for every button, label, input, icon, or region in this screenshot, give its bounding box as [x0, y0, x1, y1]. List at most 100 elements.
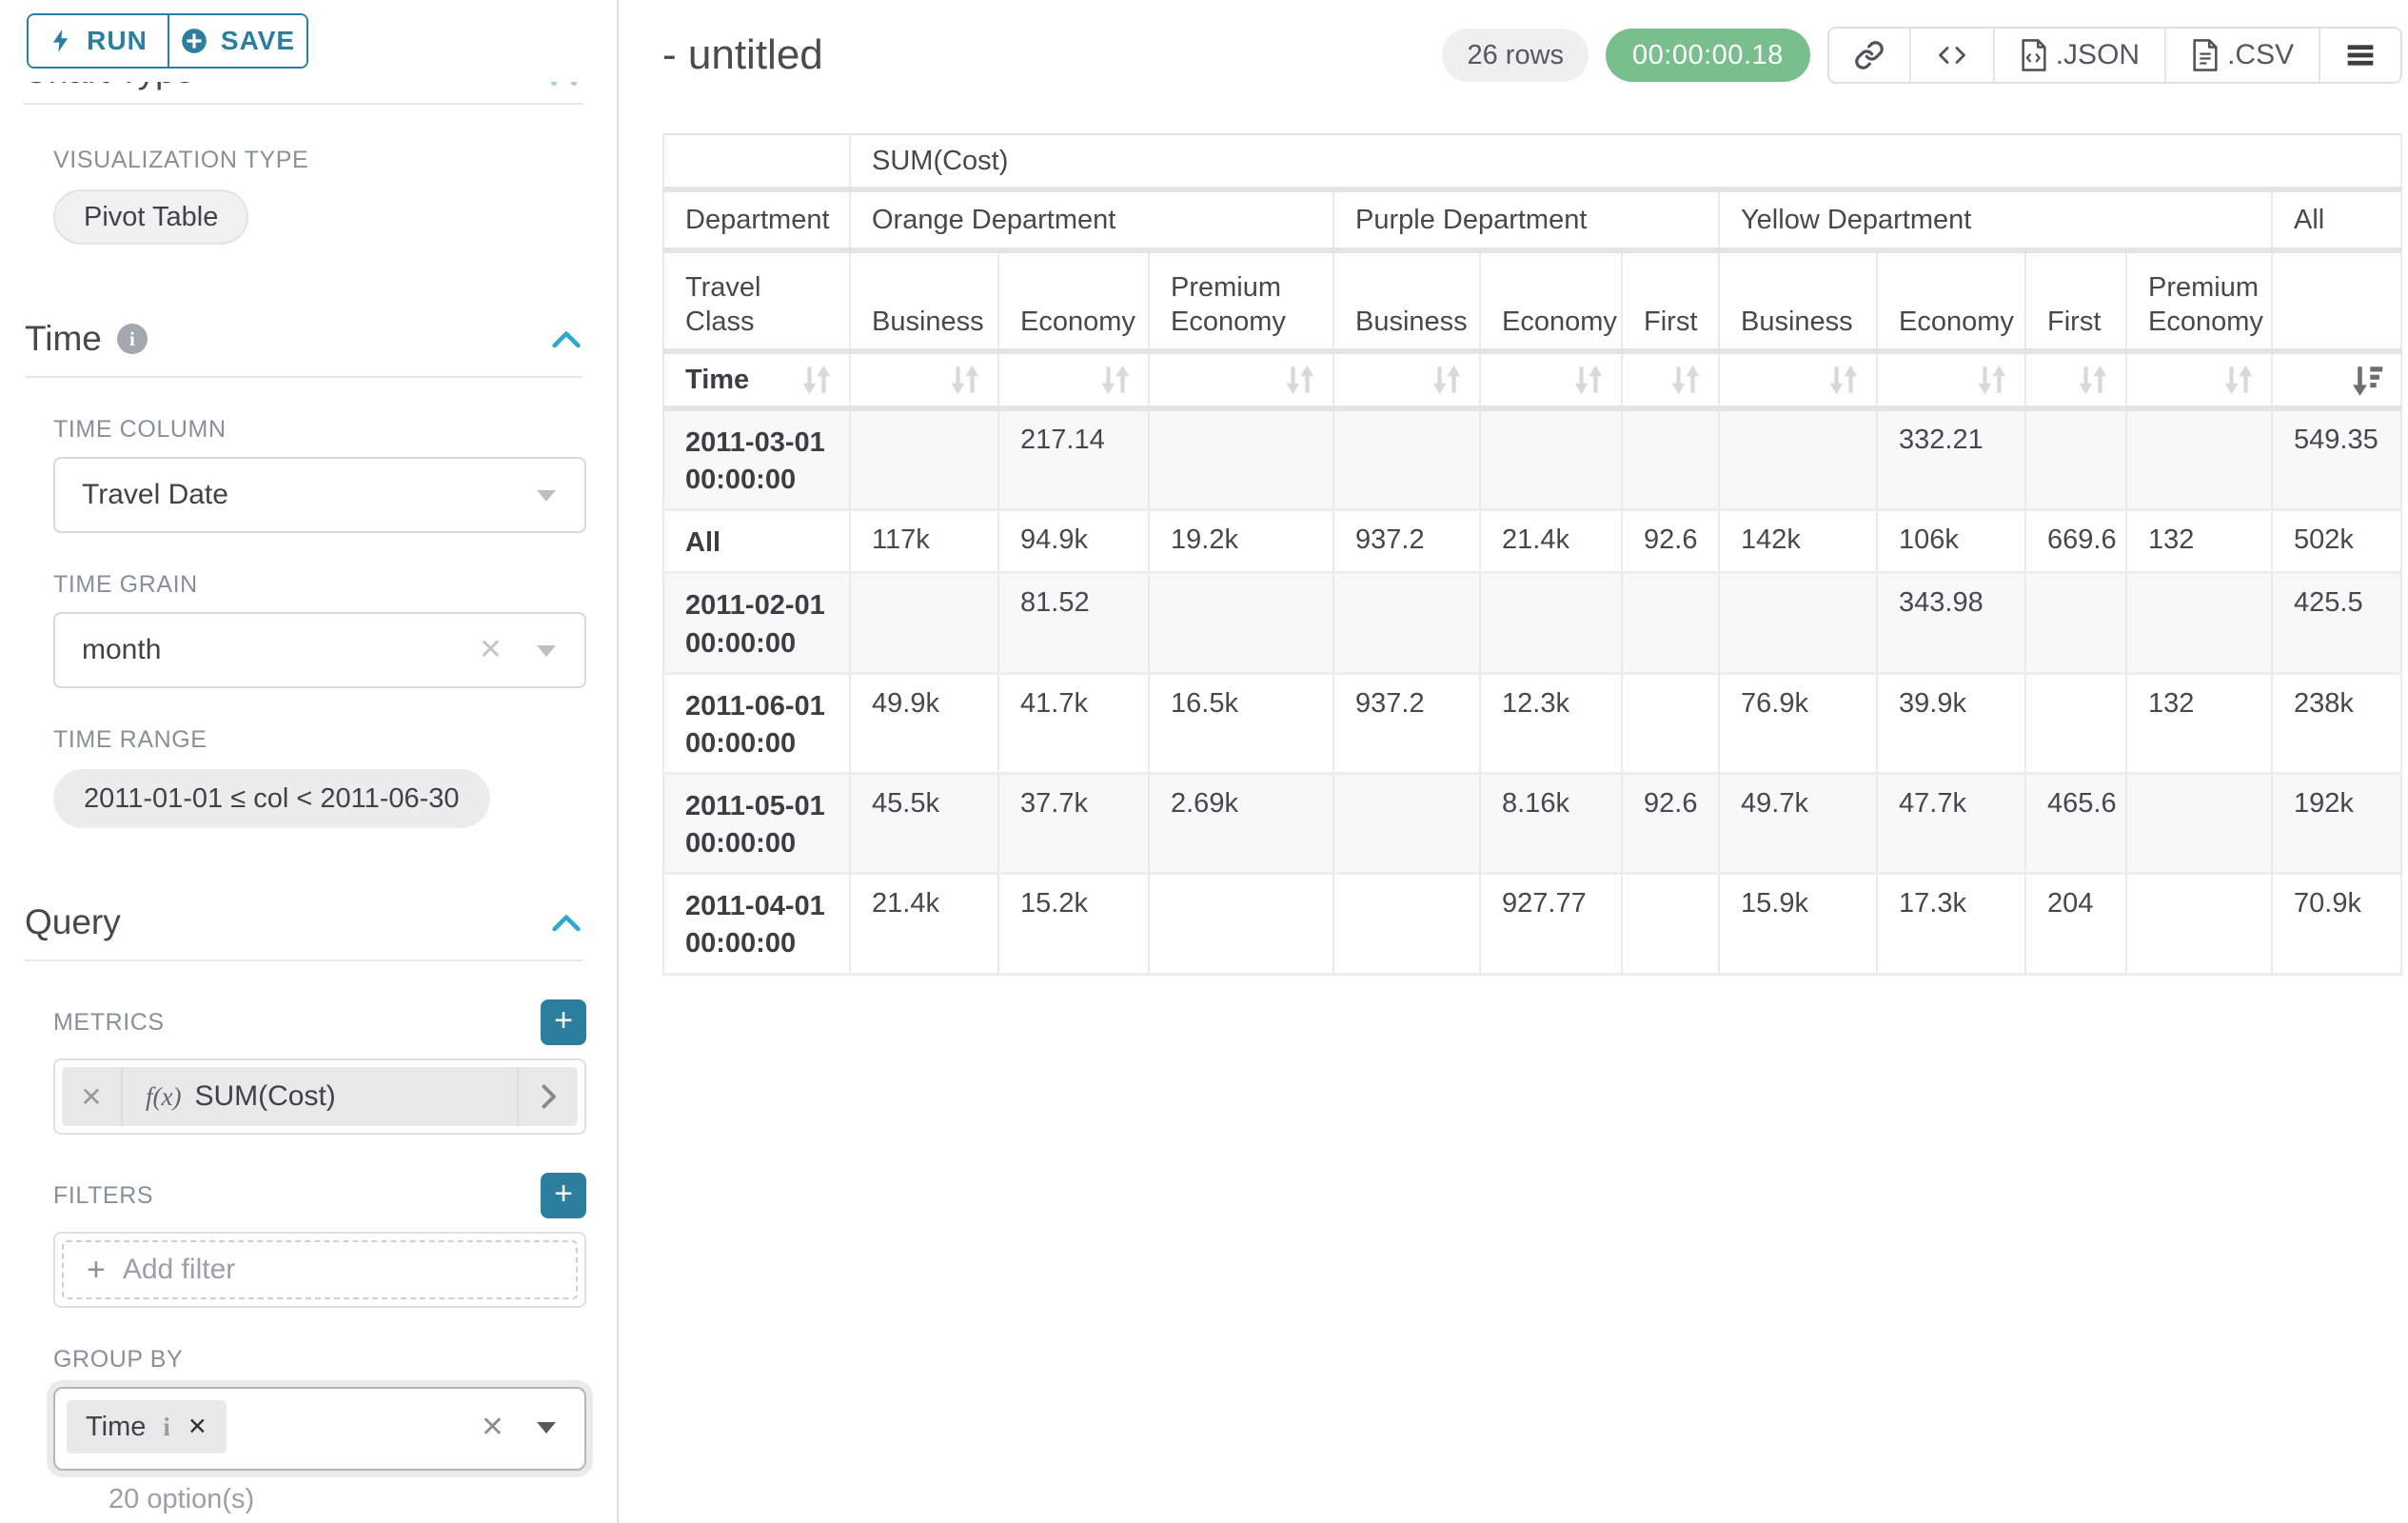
data-cell: 15.2k [997, 873, 1150, 975]
sort-icon[interactable] [1977, 364, 2007, 396]
control-panel: RUN SAVE Chart Type VISUALIZATION TYPE P… [0, 0, 619, 1523]
metric-header-row: SUM(Cost) [662, 134, 2403, 189]
data-cell: 92.6 [1621, 509, 1720, 573]
data-cell: 502k [2270, 509, 2403, 573]
department-header-row: Department Orange Department Purple Depart… [662, 189, 2403, 250]
data-cell [1621, 572, 1720, 674]
time-grain-label: TIME GRAIN [53, 571, 198, 598]
sort-icon[interactable] [1431, 364, 1462, 396]
column-header: First [2024, 250, 2127, 351]
data-cell [1718, 408, 1878, 510]
divider [25, 376, 582, 378]
row-header-cell: 2011-02-01 00:00:00 [662, 572, 851, 674]
data-cell [2125, 873, 2273, 975]
chevron-right-icon[interactable] [517, 1067, 578, 1126]
plus-icon: + [87, 1251, 106, 1288]
sort-icon[interactable] [801, 364, 832, 396]
data-cell: 192k [2270, 773, 2403, 874]
copy-link-button[interactable] [1828, 29, 1911, 82]
info-icon[interactable]: i [116, 324, 148, 354]
data-cell [1621, 873, 1720, 975]
sort-header-cell [1148, 351, 1334, 408]
divider [25, 959, 582, 961]
data-cell [1332, 773, 1481, 874]
sort-icon[interactable] [950, 364, 980, 396]
sort-icon[interactable] [1285, 364, 1315, 396]
data-cell: 21.4k [849, 873, 999, 975]
add-filter-button[interactable]: + [541, 1173, 586, 1218]
department-dim-label: Department [662, 189, 851, 250]
sort-icon[interactable] [1573, 364, 1604, 396]
panel-resize-handle[interactable] [551, 80, 577, 86]
run-button[interactable]: RUN [29, 15, 168, 67]
data-cell [2024, 408, 2127, 510]
data-cell [2024, 572, 2127, 674]
time-column-select[interactable]: Travel Date [53, 457, 586, 533]
column-header: Premium Economy [1148, 250, 1334, 351]
add-filter-dropzone[interactable]: + Add filter [62, 1240, 578, 1299]
data-cell: 117k [849, 509, 999, 573]
caret-down-icon [537, 490, 556, 502]
data-cell: 142k [1718, 509, 1878, 573]
data-cell: 217.14 [997, 408, 1150, 510]
data-cell: 92.6 [1621, 773, 1720, 874]
fx-icon: f(x) [146, 1081, 182, 1111]
data-cell [1148, 572, 1334, 674]
data-cell: 37.7k [997, 773, 1150, 874]
data-cell: 16.5k [1148, 673, 1334, 774]
data-cell: 70.9k [2270, 873, 2403, 975]
sort-header-cell [1332, 351, 1481, 408]
export-csv-button[interactable]: .CSV [2166, 29, 2321, 82]
table-row: 2011-03-01 00:00:00 217.14 332.21 549.35 [662, 408, 2403, 510]
chevron-up-icon[interactable] [550, 327, 582, 350]
metrics-label: METRICS [53, 1008, 165, 1036]
sort-icon[interactable] [1828, 364, 1859, 396]
sort-header-row: Time [662, 351, 2403, 408]
column-header: Business [849, 250, 999, 351]
column-header: Economy [997, 250, 1150, 351]
add-metric-button[interactable]: + [541, 999, 586, 1045]
group-by-tag-label: Time [86, 1411, 147, 1442]
chart-title[interactable]: - untitled [662, 31, 823, 78]
sort-header-cell [2125, 351, 2273, 408]
data-cell: 8.16k [1479, 773, 1623, 874]
sort-desc-icon[interactable] [2353, 364, 2383, 396]
column-header: Business [1332, 250, 1481, 351]
sort-icon[interactable] [1100, 364, 1131, 396]
info-icon[interactable]: i [163, 1412, 170, 1441]
group-by-select[interactable]: Time i ✕ ✕ [53, 1387, 586, 1471]
time-grain-select[interactable]: month ✕ [53, 612, 586, 688]
query-timer-badge: 00:00:00.18 [1606, 29, 1810, 82]
remove-metric-icon[interactable]: ✕ [62, 1067, 123, 1126]
data-cell: 39.9k [1876, 673, 2026, 774]
save-button[interactable]: SAVE [168, 15, 306, 67]
time-column-label: TIME COLUMN [53, 416, 227, 443]
table-row: 2011-06-01 00:00:00 49.9k 41.7k 16.5k 937.2 1… [662, 673, 2403, 774]
clear-icon[interactable]: ✕ [480, 1412, 504, 1443]
data-cell: 343.98 [1876, 572, 2026, 674]
data-cell: 21.4k [1479, 509, 1623, 573]
column-group-header: Purple Department [1332, 189, 1720, 250]
viz-type-pill[interactable]: Pivot Table [53, 189, 249, 245]
sort-icon[interactable] [1670, 364, 1701, 396]
data-cell: 17.3k [1876, 873, 2026, 975]
sort-header-cell [849, 351, 999, 408]
metric-item[interactable]: ✕ f(x) SUM(Cost) [62, 1067, 578, 1126]
time-range-pill[interactable]: 2011-01-01 ≤ col < 2011-06-30 [53, 769, 490, 828]
sort-icon[interactable] [2078, 364, 2108, 396]
view-query-button[interactable] [1910, 29, 1995, 82]
menu-button[interactable] [2320, 29, 2401, 82]
sort-header-cell [1718, 351, 1878, 408]
sort-icon[interactable] [2223, 364, 2254, 396]
remove-tag-icon[interactable]: ✕ [187, 1414, 207, 1440]
data-cell: 937.2 [1332, 509, 1481, 573]
time-dim-label-cell: Time [662, 351, 851, 408]
time-grain-value: month [82, 634, 162, 665]
chevron-up-icon[interactable] [550, 911, 582, 934]
clear-icon[interactable]: ✕ [478, 634, 503, 665]
data-cell: 47.7k [1876, 773, 2026, 874]
column-header [2270, 250, 2403, 351]
column-header: Premium Economy [2125, 250, 2273, 351]
export-json-button[interactable]: .JSON [1994, 29, 2167, 82]
data-cell: 238k [2270, 673, 2403, 774]
